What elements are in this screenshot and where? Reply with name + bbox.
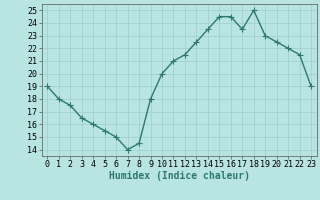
X-axis label: Humidex (Indice chaleur): Humidex (Indice chaleur) [109, 171, 250, 181]
